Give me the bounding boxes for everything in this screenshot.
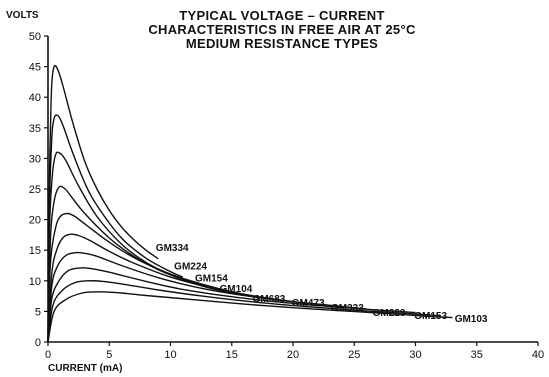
curve-label-gm473: GM473 [292,298,325,309]
curve-label-gm224: GM224 [174,262,207,273]
x-tick-label: 40 [532,349,544,361]
curve-gm333 [47,251,367,343]
chart-title-line-3: MEDIUM RESISTANCE TYPES [186,36,378,51]
axes: 0 5 10 15 20 25 30 35 40 0 5 10 15 20 25 30 35 40 45 50 [29,31,544,361]
x-tick-label: 15 [226,349,238,361]
curve-label-gm333: GM333 [331,303,364,314]
x-tick-label: 30 [409,349,421,361]
curve-label-gm154: GM154 [195,274,228,285]
x-tick-label: 35 [471,349,483,361]
x-tick-label: 10 [164,349,176,361]
curve-gm224 [47,114,184,343]
curve-gm223 [47,267,416,343]
x-tick-label: 0 [45,349,51,361]
curve-gm334 [47,64,159,343]
x-tick-label: 20 [287,349,299,361]
curve-label-gm683: GM683 [253,294,286,305]
x-tick-label: 25 [348,349,360,361]
curve-label-gm104: GM104 [220,284,253,295]
y-tick-label: 50 [29,31,41,43]
y-tick-label: 35 [29,123,41,135]
curve-label-gm103: GM103 [455,314,488,325]
chart-title-line-2: CHARACTERISTICS IN FREE AIR AT 25°C [148,22,416,37]
curve-gm103 [47,291,453,343]
curve-gm153 [47,280,441,343]
y-tick-label: 0 [35,337,41,349]
y-tick-label: 25 [29,184,41,196]
curves [47,64,453,343]
y-tick-label: 30 [29,153,41,165]
curve-label-gm153: GM153 [414,311,447,322]
y-axis-label: VOLTS [6,10,39,21]
curve-gm473 [47,233,330,343]
curve-gm683 [47,212,281,343]
y-tick-label: 5 [35,306,41,318]
curve-label-gm334: GM334 [156,243,189,254]
x-tick-label: 5 [106,349,112,361]
y-tick-label: 45 [29,62,41,74]
y-tick-label: 20 [29,215,41,227]
y-tick-label: 10 [29,276,41,288]
chart-title-line-1: TYPICAL VOLTAGE – CURRENT [179,8,384,23]
x-axis-label: CURRENT (mA) [48,363,122,374]
y-tick-label: 15 [29,245,41,257]
curve-label-gm223: GM223 [373,308,406,319]
y-tick-label: 40 [29,92,41,104]
